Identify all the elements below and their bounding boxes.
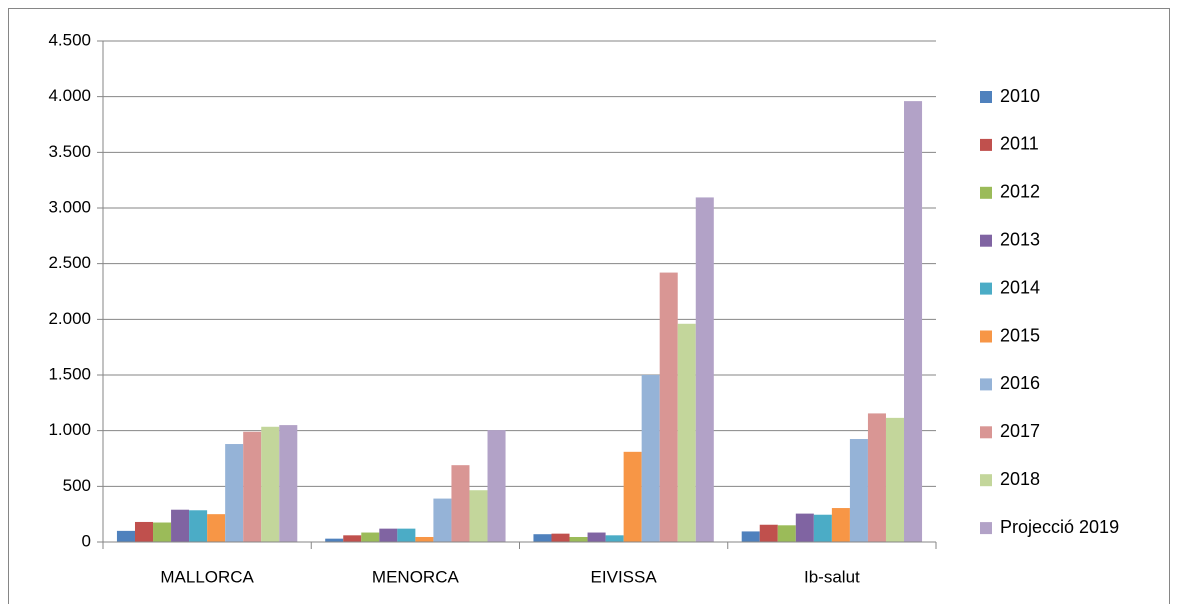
legend-label: 2018 <box>1000 469 1040 489</box>
bar <box>533 534 552 542</box>
bar <box>153 522 172 542</box>
bar <box>469 490 488 542</box>
bar <box>116 530 135 542</box>
y-tick-label: 2.500 <box>48 253 91 272</box>
legend-label: 2017 <box>1000 421 1040 441</box>
bar <box>451 465 470 542</box>
bar <box>207 514 226 542</box>
bar <box>677 323 696 542</box>
legend-label: 2013 <box>1000 229 1040 249</box>
bar <box>243 431 262 542</box>
legend-label: Projecció 2019 <box>1000 517 1119 537</box>
bar <box>813 514 832 542</box>
legend-swatch <box>980 474 992 487</box>
bar <box>795 513 814 542</box>
x-tick-label: Ib-salut <box>804 567 860 586</box>
y-tick-label: 1.000 <box>48 420 91 439</box>
legend-label: 2012 <box>1000 182 1040 202</box>
chart-border <box>8 8 1170 604</box>
bar <box>261 426 280 542</box>
y-tick-label: 0 <box>82 531 91 550</box>
bar <box>904 101 923 543</box>
legend-label: 2011 <box>1000 134 1039 154</box>
y-tick-label: 3.000 <box>48 197 91 216</box>
legend-label: 2010 <box>1000 86 1040 106</box>
legend-swatch <box>980 138 992 151</box>
bar <box>623 451 642 542</box>
bar <box>361 532 380 542</box>
legend-swatch <box>980 522 992 535</box>
bar <box>487 430 506 542</box>
y-tick-label: 4.500 <box>48 30 91 49</box>
x-tick-label: EIVISSA <box>591 567 658 586</box>
y-tick-label: 500 <box>63 476 91 495</box>
bar <box>641 375 660 542</box>
legend-swatch <box>980 330 992 343</box>
bar <box>587 532 606 542</box>
legend-swatch <box>980 234 992 247</box>
legend-label: 2016 <box>1000 373 1040 393</box>
bar <box>831 508 850 542</box>
y-tick-label: 3.500 <box>48 142 91 161</box>
bar <box>379 528 398 542</box>
legend-swatch <box>980 186 992 199</box>
legend-label: 2015 <box>1000 325 1040 345</box>
y-tick-label: 2.000 <box>48 309 91 328</box>
bar <box>867 413 886 542</box>
bar <box>225 444 244 542</box>
bar <box>849 439 868 542</box>
legend-swatch <box>980 91 992 103</box>
bar <box>605 535 624 542</box>
bar <box>415 536 434 542</box>
bar <box>659 272 678 542</box>
legend-swatch <box>980 426 992 439</box>
bar <box>759 524 778 542</box>
bar <box>551 533 570 542</box>
bar <box>397 528 416 542</box>
x-tick-label: MENORCA <box>372 567 460 586</box>
bar <box>433 498 452 542</box>
bar <box>189 510 208 542</box>
bar <box>325 538 344 542</box>
x-tick-label: MALLORCA <box>160 567 254 586</box>
bar <box>279 425 298 542</box>
bar <box>569 536 588 542</box>
bar <box>885 417 905 542</box>
y-tick-label: 4.000 <box>48 86 91 105</box>
bar <box>343 535 362 542</box>
bar <box>777 525 796 542</box>
bar <box>171 509 190 542</box>
legend-swatch <box>980 378 992 391</box>
legend-label: 2014 <box>1000 277 1040 297</box>
bar <box>741 531 760 542</box>
y-tick-label: 1.500 <box>48 364 91 383</box>
bar <box>695 197 714 542</box>
legend-swatch <box>980 282 992 295</box>
bar <box>134 521 154 542</box>
